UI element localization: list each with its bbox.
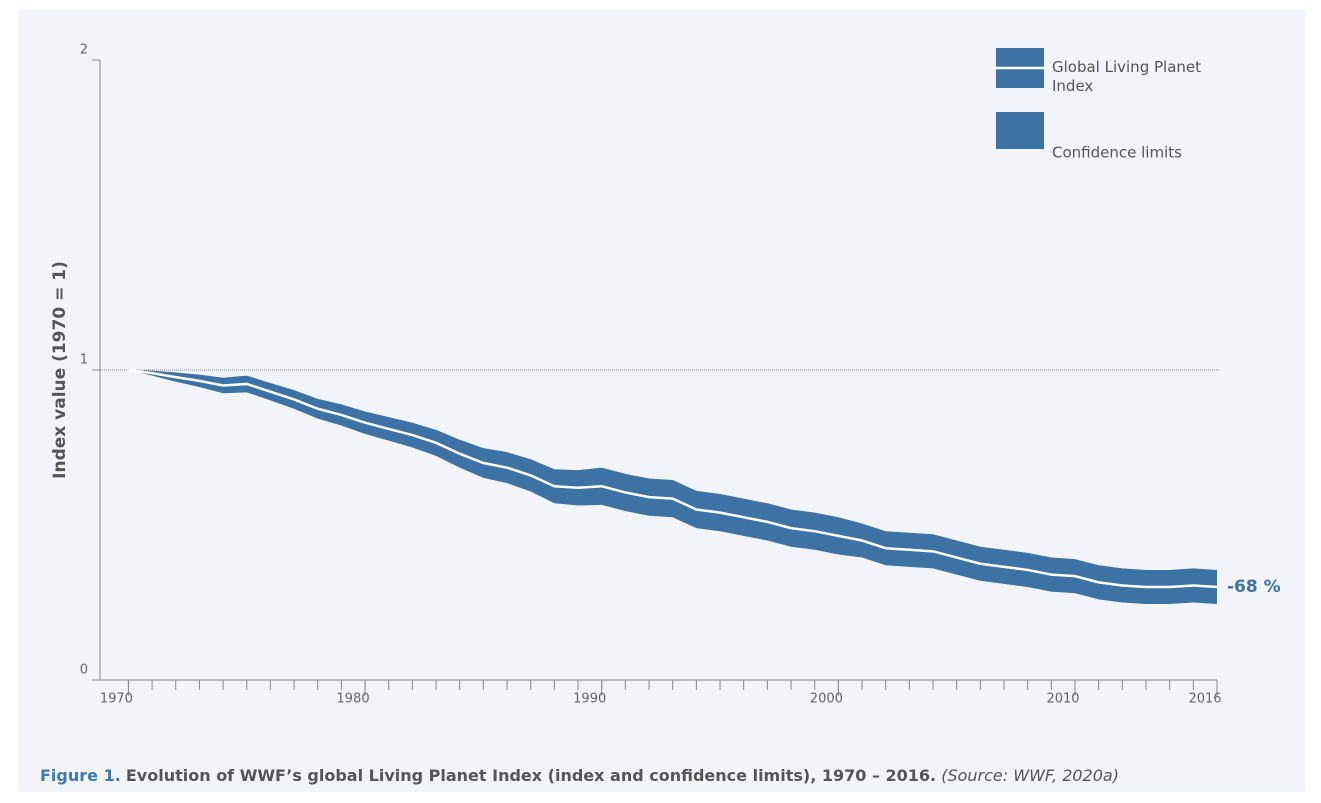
x-tick-label: 1980 — [337, 692, 370, 707]
y-axis-label: Index value (1970 = 1) — [50, 261, 70, 479]
y-tick-label: 2 — [80, 43, 88, 58]
x-tick-label: 2016 — [1188, 692, 1221, 707]
caption: Figure 1. Evolution of WWF’s global Livi… — [40, 766, 1119, 785]
confidence-band — [128, 370, 1217, 605]
x-tick-label: 2000 — [810, 692, 843, 707]
x-tick-label: 1970 — [100, 692, 133, 707]
legend-swatch — [996, 112, 1044, 149]
x-tick-label: 1990 — [573, 692, 606, 707]
legend-label: Global Living Planet Index — [1052, 58, 1201, 95]
panel — [18, 10, 1305, 792]
y-tick-label: 1 — [80, 353, 88, 368]
caption-label: Figure 1. — [40, 766, 121, 785]
y-tick-label: 0 — [80, 663, 88, 678]
index-line — [128, 368, 1218, 589]
x-tick-label: 2010 — [1046, 692, 1079, 707]
annotation: -68 % — [1227, 577, 1281, 597]
caption-source: (Source: WWF, 2020a) — [941, 766, 1119, 785]
legend-label: Confidence limits — [1052, 144, 1182, 162]
legend-label-wrap: Index — [1052, 77, 1093, 95]
caption-text: Evolution of WWF’s global Living Planet … — [126, 766, 936, 785]
legend-label-text: Global Living Planet — [1052, 58, 1201, 76]
